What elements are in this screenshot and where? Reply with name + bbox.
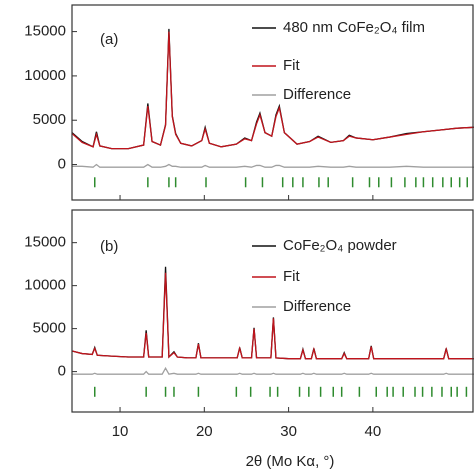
y-tick-label: 5000 xyxy=(33,111,66,128)
legend-label: Fit xyxy=(283,57,300,74)
panel-label: (b) xyxy=(100,238,118,255)
x-axis-title: 2θ (Mo Kα, °) xyxy=(246,453,335,470)
legend-label: 480 nm CoFe₂O₄ film xyxy=(283,19,425,36)
plot-area xyxy=(72,266,474,397)
y-tick-label: 10000 xyxy=(24,67,66,84)
x-tick-label: 20 xyxy=(196,423,213,440)
series-line xyxy=(72,366,474,375)
y-tick-label: 15000 xyxy=(24,23,66,40)
y-tick-label: 5000 xyxy=(33,320,66,337)
series-line xyxy=(72,272,474,360)
legend-label: CoFe₂O₄ powder xyxy=(283,237,397,254)
legend-label: Difference xyxy=(283,86,351,103)
plot-frame xyxy=(71,209,474,413)
plot-frame xyxy=(71,4,474,201)
plot-area xyxy=(72,28,474,188)
panel-label: (a) xyxy=(100,31,118,48)
y-tick-label: 0 xyxy=(58,156,66,173)
series-line xyxy=(72,266,474,360)
y-tick-label: 15000 xyxy=(24,234,66,251)
legend-label: Difference xyxy=(283,298,351,315)
x-tick-label: 30 xyxy=(280,423,297,440)
series-line xyxy=(72,31,474,150)
series-line xyxy=(72,163,474,168)
legend-label: Fit xyxy=(283,268,300,285)
x-tick-label: 10 xyxy=(112,423,129,440)
x-tick-label: 40 xyxy=(365,423,382,440)
y-tick-label: 0 xyxy=(58,363,66,380)
y-tick-label: 10000 xyxy=(24,277,66,294)
